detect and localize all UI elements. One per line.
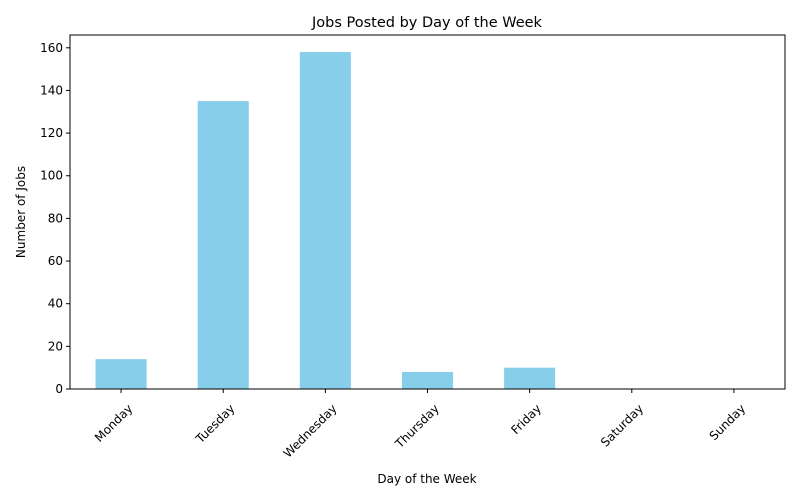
y-tick-label: 40 — [48, 297, 63, 311]
bar-wednesday — [299, 52, 351, 389]
y-tick-label: 0 — [55, 382, 63, 396]
bars-group — [95, 52, 556, 390]
y-axis: 0 20 40 60 80 100 120 140 160 — [40, 41, 70, 396]
x-tick-label-wednesday: Wednesday — [281, 401, 340, 460]
x-tick-label-saturday: Saturday — [598, 401, 646, 449]
y-tick-label: 60 — [48, 254, 63, 268]
y-tick-label: 140 — [40, 83, 63, 97]
y-tick-label: 100 — [40, 169, 63, 183]
bar-friday — [504, 367, 556, 389]
x-tick-label-thursday: Thursday — [392, 401, 442, 451]
x-axis-label: Day of the Week — [377, 472, 476, 486]
x-tick-label-sunday: Sunday — [707, 401, 749, 443]
chart-title: Jobs Posted by Day of the Week — [311, 15, 543, 31]
y-tick-label: 20 — [48, 339, 63, 353]
bar-thursday — [401, 371, 454, 389]
x-tick-label-monday: Monday — [92, 401, 135, 444]
y-axis-label: Number of Jobs — [14, 166, 28, 258]
plot-frame — [69, 34, 786, 390]
x-tick-label-friday: Friday — [508, 401, 544, 437]
x-tick-label-tuesday: Tuesday — [192, 401, 237, 446]
y-tick-label: 160 — [40, 41, 63, 55]
y-tick-label: 80 — [48, 211, 63, 225]
bar-tuesday — [197, 101, 249, 390]
bar-monday — [95, 359, 147, 389]
x-axis: Monday Tuesday Wednesday Thursday Friday Satu… — [92, 389, 748, 460]
y-tick-label: 120 — [40, 126, 63, 140]
